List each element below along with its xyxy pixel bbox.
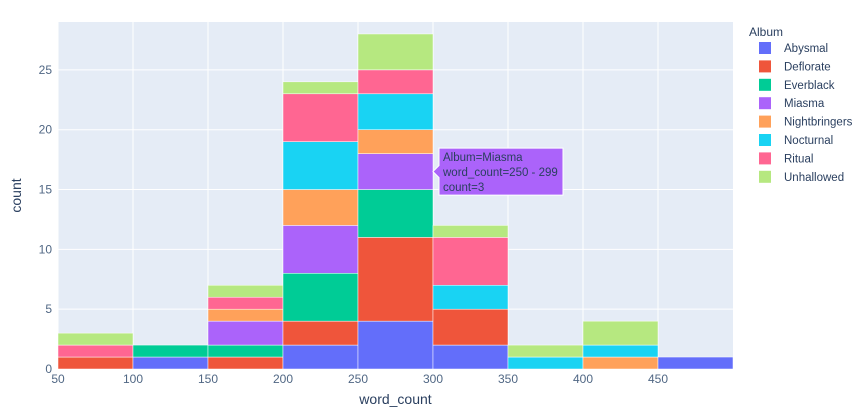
hover-tooltip: Album=Miasma word_count=250 - 299 count=3 — [432, 147, 564, 196]
bar-miasma-150[interactable] — [207, 320, 284, 346]
bar-nocturnal-300[interactable] — [432, 284, 509, 310]
legend-label-nocturnal[interactable]: Nocturnal — [784, 135, 833, 147]
legend-label-deflorate[interactable]: Deflorate — [784, 61, 831, 73]
legend-swatch-everblack[interactable] — [759, 78, 771, 91]
x-axis-ticks: 50 100 150 200 250 300 350 400 450 — [51, 372, 668, 386]
bar-unhallowed-150[interactable] — [207, 284, 284, 298]
bar-nocturnal-250[interactable] — [357, 93, 434, 130]
x-tick-label: 150 — [198, 372, 218, 386]
x-tick-label: 50 — [51, 372, 65, 386]
x-axis-label: word_count — [358, 391, 431, 407]
legend-label-unhallowed[interactable]: Unhallowed — [784, 172, 844, 184]
bar-abysmal-200[interactable] — [282, 344, 359, 370]
legend-swatch-abysmal[interactable] — [759, 42, 771, 54]
bar-ritual-300[interactable] — [432, 237, 509, 286]
bar-unhallowed-200[interactable] — [282, 81, 359, 95]
x-tick-label: 200 — [273, 372, 293, 386]
bar-abysmal-100[interactable] — [132, 356, 209, 370]
legend-label-miasma[interactable]: Miasma — [784, 98, 825, 110]
legend-swatch-ritual[interactable] — [759, 152, 771, 165]
x-tick-label: 300 — [423, 372, 443, 386]
y-tick-label: 20 — [39, 123, 53, 137]
y-tick-label: 15 — [39, 183, 53, 197]
bar-nocturnal-400[interactable] — [582, 344, 659, 358]
y-tick-label: 10 — [39, 242, 53, 256]
legend-swatch-miasma[interactable] — [759, 97, 771, 110]
legend-title: Album — [749, 25, 783, 39]
bar-everblack-200[interactable] — [282, 273, 359, 322]
bar-deflorate-300[interactable] — [432, 308, 509, 346]
bar-everblack-150[interactable] — [207, 344, 284, 358]
legend-swatch-deflorate[interactable] — [759, 60, 771, 73]
tooltip-box — [432, 147, 564, 196]
y-axis-ticks: 0 5 10 15 20 25 — [39, 63, 53, 376]
bar-ritual-150[interactable] — [207, 296, 284, 310]
bar-nightbringers-150[interactable] — [207, 308, 284, 322]
bar-unhallowed-50[interactable] — [57, 332, 134, 346]
legend-label-ritual[interactable]: Ritual — [784, 153, 813, 165]
bar-nocturnal-350[interactable] — [507, 356, 584, 370]
bar-unhallowed-300[interactable] — [432, 225, 509, 238]
x-tick-label: 100 — [123, 372, 143, 386]
bar-ritual-200[interactable] — [282, 93, 359, 142]
legend[interactable]: Album Abysmal Deflorate Everblack Miasma Nig… — [749, 25, 853, 184]
x-tick-label: 350 — [498, 372, 518, 386]
bar-miasma-250[interactable] — [357, 153, 434, 190]
bar-everblack-250[interactable] — [357, 189, 434, 238]
bar-deflorate-50[interactable] — [57, 356, 134, 370]
legend-label-nightbringers[interactable]: Nightbringers — [784, 117, 853, 129]
bar-ritual-250[interactable] — [357, 69, 434, 95]
bar-ritual-50[interactable] — [57, 344, 134, 358]
legend-swatch-nocturnal[interactable] — [759, 134, 771, 146]
bar-deflorate-250[interactable] — [357, 237, 434, 322]
bar-nightbringers-250[interactable] — [357, 129, 434, 154]
legend-swatch-unhallowed[interactable] — [759, 170, 771, 183]
tooltip-line: word_count=250 - 299 — [442, 167, 558, 179]
tooltip-line: count=3 — [443, 182, 484, 194]
bar-unhallowed-350[interactable] — [507, 344, 584, 358]
bar-unhallowed-250[interactable] — [357, 33, 434, 71]
bar-nocturnal-200[interactable] — [282, 141, 359, 190]
bars[interactable] — [57, 33, 734, 370]
bar-abysmal-450[interactable] — [657, 356, 734, 370]
x-tick-label: 450 — [648, 372, 668, 386]
y-tick-label: 0 — [45, 362, 52, 376]
bar-deflorate-200[interactable] — [282, 320, 359, 346]
bar-abysmal-250[interactable] — [357, 320, 434, 370]
y-tick-label: 5 — [45, 302, 52, 316]
y-tick-label: 25 — [39, 63, 53, 77]
tooltip-line: Album=Miasma — [443, 152, 523, 164]
bar-miasma-200[interactable] — [282, 225, 359, 274]
legend-label-abysmal[interactable]: Abysmal — [784, 43, 828, 55]
legend-swatch-nightbringers[interactable] — [759, 115, 771, 128]
bar-everblack-100[interactable] — [132, 344, 209, 358]
x-tick-label: 250 — [348, 372, 368, 386]
bar-abysmal-300[interactable] — [432, 344, 509, 370]
bar-nightbringers-400[interactable] — [582, 356, 659, 370]
bar-deflorate-150[interactable] — [207, 356, 284, 370]
legend-label-everblack[interactable]: Everblack — [784, 80, 835, 92]
bar-nightbringers-200[interactable] — [282, 189, 359, 226]
x-tick-label: 400 — [573, 372, 593, 386]
y-axis-label: count — [8, 178, 24, 212]
bar-unhallowed-400[interactable] — [582, 320, 659, 346]
